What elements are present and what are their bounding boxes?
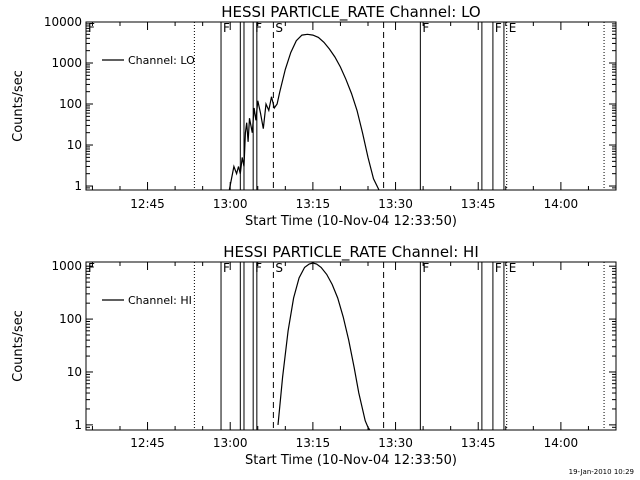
event-marker-label: S [275, 21, 283, 35]
x-tick-label: 13:00 [213, 197, 248, 211]
y-tick-label: 100 [59, 97, 82, 111]
event-marker-label: F [495, 261, 502, 275]
event-marker-label: F [223, 261, 230, 275]
y-tick-label: 1000 [51, 56, 82, 70]
event-marker-label: F [255, 261, 262, 275]
chart-title: HESSI PARTICLE_RATE Channel: LO [221, 3, 480, 22]
x-tick-label: 12:45 [130, 436, 165, 450]
x-tick-label: 13:00 [213, 436, 248, 450]
x-tick-label: 13:45 [461, 436, 496, 450]
chart-title: HESSI PARTICLE_RATE Channel: HI [223, 243, 479, 262]
event-marker-label: F [422, 21, 429, 35]
x-tick-label: 13:15 [296, 197, 331, 211]
x-tick-label: 14:00 [544, 436, 579, 450]
y-tick-label: 100 [59, 312, 82, 326]
plot-frame [85, 21, 617, 191]
event-marker-label: S [275, 261, 283, 275]
x-tick-label: 12:45 [130, 197, 165, 211]
y-tick-label: 1000 [51, 259, 82, 273]
y-tick-label: 10 [67, 138, 82, 152]
y-axis-label: Counts/sec [11, 310, 26, 382]
event-marker-label: F [223, 21, 230, 35]
x-tick-label: 14:00 [544, 197, 579, 211]
x-tick-label: 13:45 [461, 197, 496, 211]
x-tick-label: 13:15 [296, 436, 331, 450]
y-tick-label: 1 [74, 418, 82, 432]
y-tick-label: 10 [67, 365, 82, 379]
legend-label: Channel: HI [128, 294, 192, 307]
event-marker-label: F [422, 261, 429, 275]
chart-panel-2: HESSI PARTICLE_RATE Channel: HI 1 10 100 100… [11, 243, 617, 468]
x-tick-label: 13:30 [378, 197, 413, 211]
event-marker-label: F [495, 21, 502, 35]
event-marker-label: E [509, 261, 517, 275]
x-axis-label: Start Time (10-Nov-04 12:33:50) [245, 214, 457, 229]
x-tick-label: 13:30 [378, 436, 413, 450]
y-tick-label: 10000 [44, 15, 82, 29]
event-marker-label: F [255, 21, 262, 35]
plot-frame [85, 261, 617, 431]
event-marker-label: E [509, 21, 517, 35]
chart-panel-1: HESSI PARTICLE_RATE Channel: LO 1 10 100 100… [11, 3, 617, 229]
event-marker-label: F [88, 261, 95, 275]
y-tick-label: 1 [74, 179, 82, 193]
x-axis-label: Start Time (10-Nov-04 12:33:50) [245, 453, 457, 468]
legend-label: Channel: LO [128, 54, 195, 67]
series-line [277, 262, 371, 431]
series-line [228, 33, 380, 191]
event-marker-label: F [88, 21, 95, 35]
y-axis-label: Counts/sec [11, 70, 26, 142]
timestamp: 19-Jan-2010 10:29 [568, 468, 634, 476]
